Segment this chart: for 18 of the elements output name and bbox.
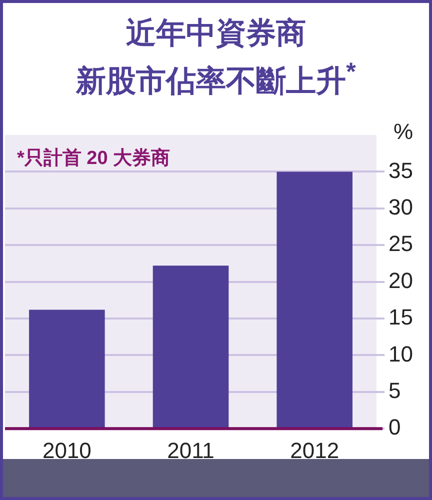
y-tick-label: 20 <box>388 268 414 293</box>
annotation: *只計首 20 大券商 <box>17 147 170 170</box>
y-tick-label: 25 <box>388 231 414 256</box>
x-tick-label: 2011 <box>167 438 214 463</box>
y-tick-label: 15 <box>388 304 414 330</box>
chart-title: 近年中資券商 <box>125 16 307 52</box>
y-tick-label: 5 <box>388 378 401 403</box>
chart-subtitle: 新股市佔率不斷上升$^{*}$ <box>74 57 357 100</box>
y-tick-label: 35 <box>388 158 414 183</box>
x-tick-label: 2010 <box>42 438 92 463</box>
bar <box>276 172 353 428</box>
x-tick-label: 2012 <box>290 438 340 463</box>
y-tick-label: 10 <box>388 341 414 366</box>
y-axis-title: % <box>393 119 413 144</box>
y-tick-label: 30 <box>388 194 414 220</box>
y-tick-label: 0 <box>388 414 401 440</box>
bar <box>152 266 229 428</box>
bar <box>29 310 105 428</box>
